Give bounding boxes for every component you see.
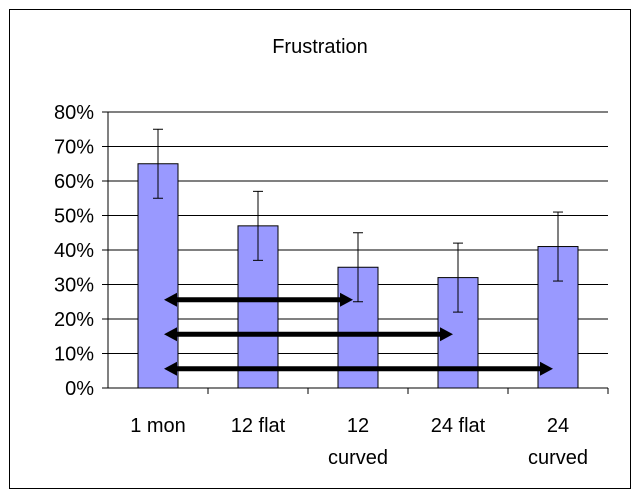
y-tick-label: 30% [54, 275, 94, 297]
y-tick-label: 70% [54, 137, 94, 159]
y-tick-label: 10% [54, 344, 94, 366]
y-tick-label: 50% [54, 206, 94, 228]
comparison-arrow [164, 361, 553, 376]
y-tick-label: 60% [54, 171, 94, 193]
arrow-head-right [340, 292, 353, 307]
y-tick-labels: 0% 10% 20% 30% 40% 50% 60% 70% 80% [54, 102, 94, 400]
arrow-head-right [440, 327, 453, 342]
comparison-arrow [164, 327, 453, 342]
error-bars [153, 128, 563, 313]
x-tick-label-line: 24 flat [431, 415, 486, 437]
x-tick-label: 1 mon [130, 415, 186, 437]
x-tick-label: 24 curved [528, 415, 588, 469]
gridlines [108, 111, 608, 354]
x-tick-label-line: 12 flat [231, 415, 286, 437]
x-tick-label-line: 24 [547, 415, 569, 437]
chart-title: Frustration [272, 36, 368, 58]
x-tick-label-line: 1 mon [130, 415, 186, 437]
arrow-head-left [164, 292, 177, 307]
arrow-head-right [540, 361, 553, 376]
arrow-head-left [164, 361, 177, 376]
x-tick-label-line: curved [528, 447, 588, 469]
comparison-arrows [164, 292, 553, 376]
bar [137, 163, 179, 389]
arrow-head-left [164, 327, 177, 342]
x-tick-label: 24 flat [431, 415, 486, 437]
x-tick-labels: 1 mon 12 flat 12 curved 24 flat 24 curved [130, 415, 588, 469]
comparison-arrow [164, 292, 353, 307]
y-tick-label: 40% [54, 240, 94, 262]
chart-frame [9, 9, 631, 489]
y-tick-label: 20% [54, 309, 94, 331]
axes [102, 111, 609, 394]
x-tick-label: 12 curved [328, 415, 388, 469]
y-tick-label: 80% [54, 102, 94, 124]
x-tick-label-line: 12 [347, 415, 369, 437]
x-tick-label-line: curved [328, 447, 388, 469]
y-tick-label: 0% [65, 378, 94, 400]
x-tick-label: 12 flat [231, 415, 286, 437]
